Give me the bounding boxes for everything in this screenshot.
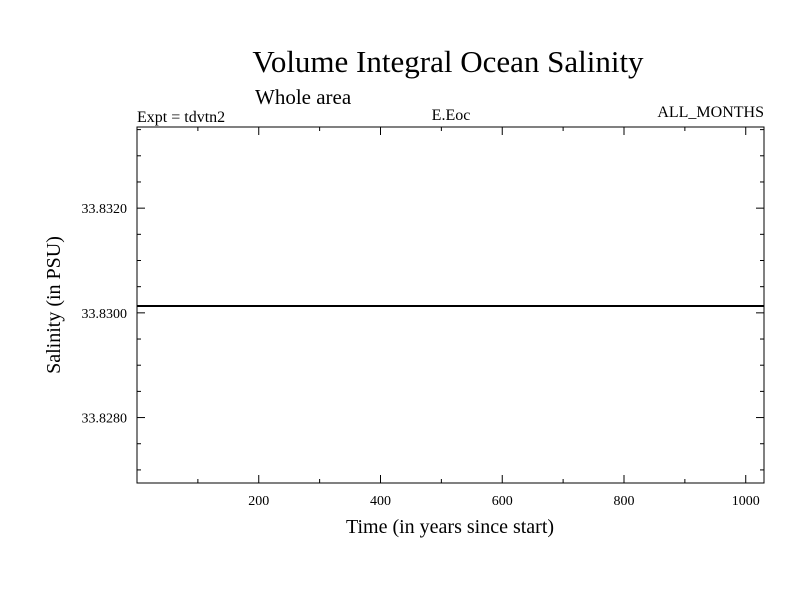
x-tick-label: 400 [370, 494, 391, 509]
x-tick-label: 600 [492, 494, 513, 509]
y-tick-labels: 33.8320 33.8300 33.8280 [82, 202, 128, 426]
plot-frame [136, 126, 765, 484]
model-label: E.Eoc [432, 107, 471, 124]
months-label: ALL_MONTHS [657, 104, 764, 121]
x-tick-label: 200 [248, 494, 269, 509]
y-tick-label: 33.8320 [82, 202, 128, 217]
y-tick-label: 33.8280 [82, 412, 128, 427]
experiment-label: Expt = tdvtn2 [137, 109, 225, 126]
x-tick-label: 1000 [732, 494, 760, 509]
chart-subtitle: Whole area [255, 85, 352, 109]
x-tick-labels: 200 400 600 800 1000 [248, 494, 759, 509]
y-axis-label: Salinity (in PSU) [43, 236, 65, 374]
x-axis-label: Time (in years since start) [346, 516, 554, 538]
x-tick-label: 800 [613, 494, 634, 509]
y-tick-label: 33.8300 [82, 307, 128, 322]
chart-title: Volume Integral Ocean Salinity [252, 44, 644, 79]
axis-ticks [137, 127, 764, 483]
